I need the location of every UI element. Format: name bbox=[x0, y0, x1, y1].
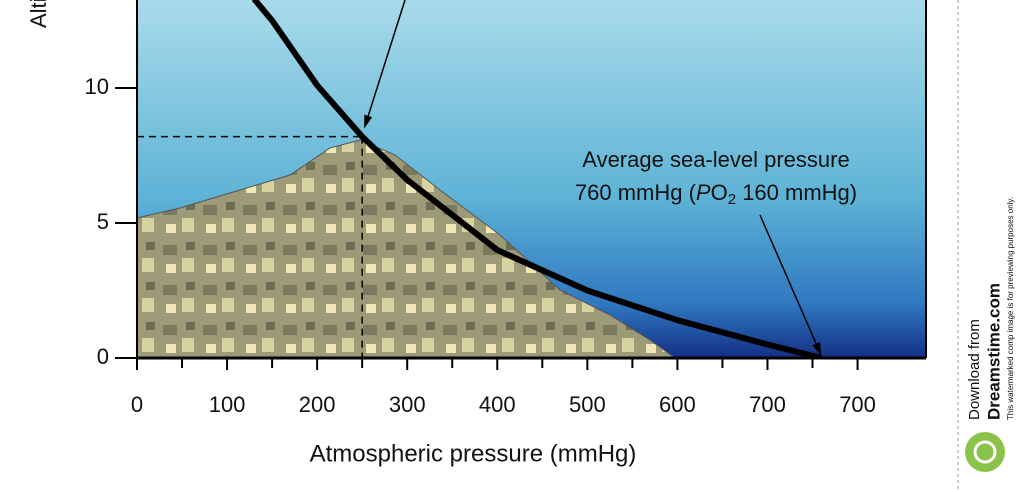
watermark: This watermarked comp image is for previ… bbox=[1006, 197, 1015, 420]
annotation-part: 760 mmHg ( bbox=[575, 180, 697, 205]
watermark: Dreamstime.com bbox=[984, 283, 1003, 420]
annotation-part: 160 mmHg) bbox=[736, 180, 857, 205]
x-tick-label: 600 bbox=[659, 392, 696, 417]
annotation: Average sea-level pressure bbox=[582, 147, 849, 172]
logo bbox=[973, 440, 997, 464]
annotation: 760 mmHg (PO2 160 mmHg) bbox=[575, 180, 857, 208]
x-tick-label: 500 bbox=[569, 392, 606, 417]
arrow bbox=[759, 214, 820, 351]
x-tick-label: 700 bbox=[749, 392, 786, 417]
y-tick-label: 5 bbox=[97, 209, 109, 234]
arrow bbox=[365, 0, 406, 124]
annotation-part: O bbox=[711, 180, 728, 205]
annotation-part: P bbox=[696, 180, 711, 205]
x-axis-label: Atmospheric pressure (mmHg) bbox=[310, 440, 637, 467]
annotation-part: 2 bbox=[728, 191, 736, 208]
y-axis-label: Altitude (km) bbox=[26, 0, 51, 28]
mountain bbox=[136, 139, 677, 359]
y-tick-label: 10 bbox=[85, 74, 109, 99]
x-tick-label: 100 bbox=[209, 392, 246, 417]
y-tick-label: 0 bbox=[97, 344, 109, 369]
arrow-head bbox=[812, 342, 822, 356]
x-tick-label: 300 bbox=[389, 392, 426, 417]
curve bbox=[251, 0, 823, 358]
x-tick-label: 700 bbox=[839, 392, 876, 417]
x-tick-label: 200 bbox=[299, 392, 336, 417]
watermark: Download from bbox=[966, 319, 983, 420]
arrow-head bbox=[364, 114, 373, 129]
x-tick-label: 400 bbox=[479, 392, 516, 417]
x-tick-label: 0 bbox=[131, 392, 143, 417]
logo bbox=[965, 432, 1005, 472]
